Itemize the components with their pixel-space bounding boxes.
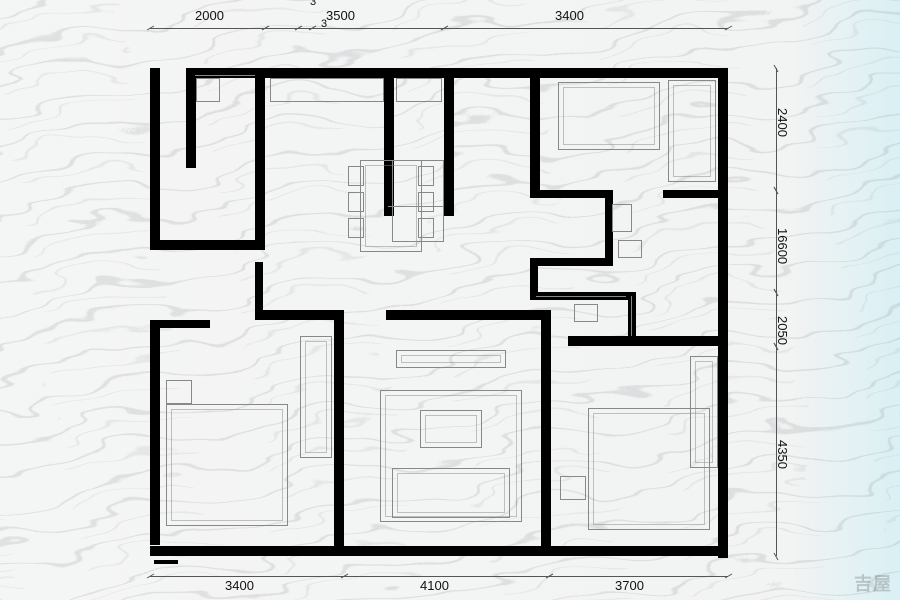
wall-0 xyxy=(186,68,726,78)
watermark: 吉屋 xyxy=(854,570,892,596)
wall-6 xyxy=(444,68,454,216)
thinline-4 xyxy=(631,296,632,336)
wall-1 xyxy=(150,68,160,248)
dim-bottom-label-1: 4100 xyxy=(420,578,449,593)
dim-top-label-0: 2000 xyxy=(195,8,224,23)
wall-23 xyxy=(541,310,551,555)
bath-sink-2 xyxy=(574,304,598,322)
chair-3 xyxy=(348,218,364,238)
wall-26 xyxy=(255,262,263,318)
dim-bottom-tick xyxy=(725,574,732,579)
bath-sink-1 xyxy=(618,240,642,258)
stove xyxy=(396,78,442,102)
tv-unit xyxy=(396,350,506,368)
dim-right-label-3: 4350 xyxy=(775,440,790,469)
wall-20 xyxy=(150,320,160,545)
dim-right-tick xyxy=(774,65,779,72)
wall-8 xyxy=(718,68,728,558)
dim-top-label-1: 3500 xyxy=(326,8,355,23)
toilet xyxy=(612,204,632,232)
bed-left xyxy=(166,404,288,526)
bedroom-top-right-closet xyxy=(668,80,716,182)
dim-top-axis xyxy=(150,28,728,29)
kitchen-counter xyxy=(270,78,384,102)
chair-5 xyxy=(418,192,434,212)
dim-right-label-2: 2050 xyxy=(775,316,790,345)
dim-bottom-axis xyxy=(150,576,728,577)
sink-top-left xyxy=(196,78,220,102)
wall-25 xyxy=(150,320,210,328)
dim-top-label-3: 3 xyxy=(310,0,316,8)
wall-9 xyxy=(530,190,610,198)
dim-right-label-0: 2400 xyxy=(775,108,790,137)
wall-17 xyxy=(255,310,340,320)
wall-11 xyxy=(530,258,613,266)
dim-top-tick xyxy=(725,26,732,31)
wall-21 xyxy=(150,546,345,556)
dim-bottom-label-2: 3700 xyxy=(615,578,644,593)
chair-1 xyxy=(348,166,364,186)
rug xyxy=(380,390,522,522)
wall-24 xyxy=(549,546,728,556)
wall-12 xyxy=(663,190,728,198)
dim-bottom-label-0: 3400 xyxy=(225,578,254,593)
wall-18 xyxy=(386,310,546,320)
wall-4 xyxy=(255,68,265,250)
wall-15 xyxy=(628,292,636,342)
dim-right-label-1: 16600 xyxy=(775,228,790,264)
dining-table xyxy=(360,160,422,252)
thinline-3 xyxy=(536,296,626,297)
dim-top-label-2: 3400 xyxy=(555,8,584,23)
stray-mark xyxy=(154,560,178,564)
wall-3 xyxy=(150,240,260,250)
thinline-0 xyxy=(195,75,255,76)
dim-top-label-4: 3 xyxy=(321,18,327,30)
wall-2 xyxy=(186,68,196,168)
wall-19 xyxy=(334,310,344,555)
dim-right-axis xyxy=(776,68,777,556)
wall-22 xyxy=(344,546,549,556)
floor-plan-figure: 2000 3500 3400 3 3 3400 4100 3700 2400 16600 2050 4… xyxy=(0,0,900,600)
chair-2 xyxy=(348,192,364,212)
chair-4 xyxy=(418,166,434,186)
nightstand-left xyxy=(166,380,192,404)
closet-right xyxy=(690,356,718,468)
floor-plan: 2000 3500 3400 3 3 3400 4100 3700 2400 16600 2050 4… xyxy=(0,0,900,600)
chair-6 xyxy=(418,218,434,238)
wall-7 xyxy=(530,68,540,193)
nightstand-right xyxy=(560,476,586,500)
closet-left xyxy=(300,336,332,458)
wall-16 xyxy=(568,336,728,346)
bedroom-top-right-bed xyxy=(558,82,660,150)
